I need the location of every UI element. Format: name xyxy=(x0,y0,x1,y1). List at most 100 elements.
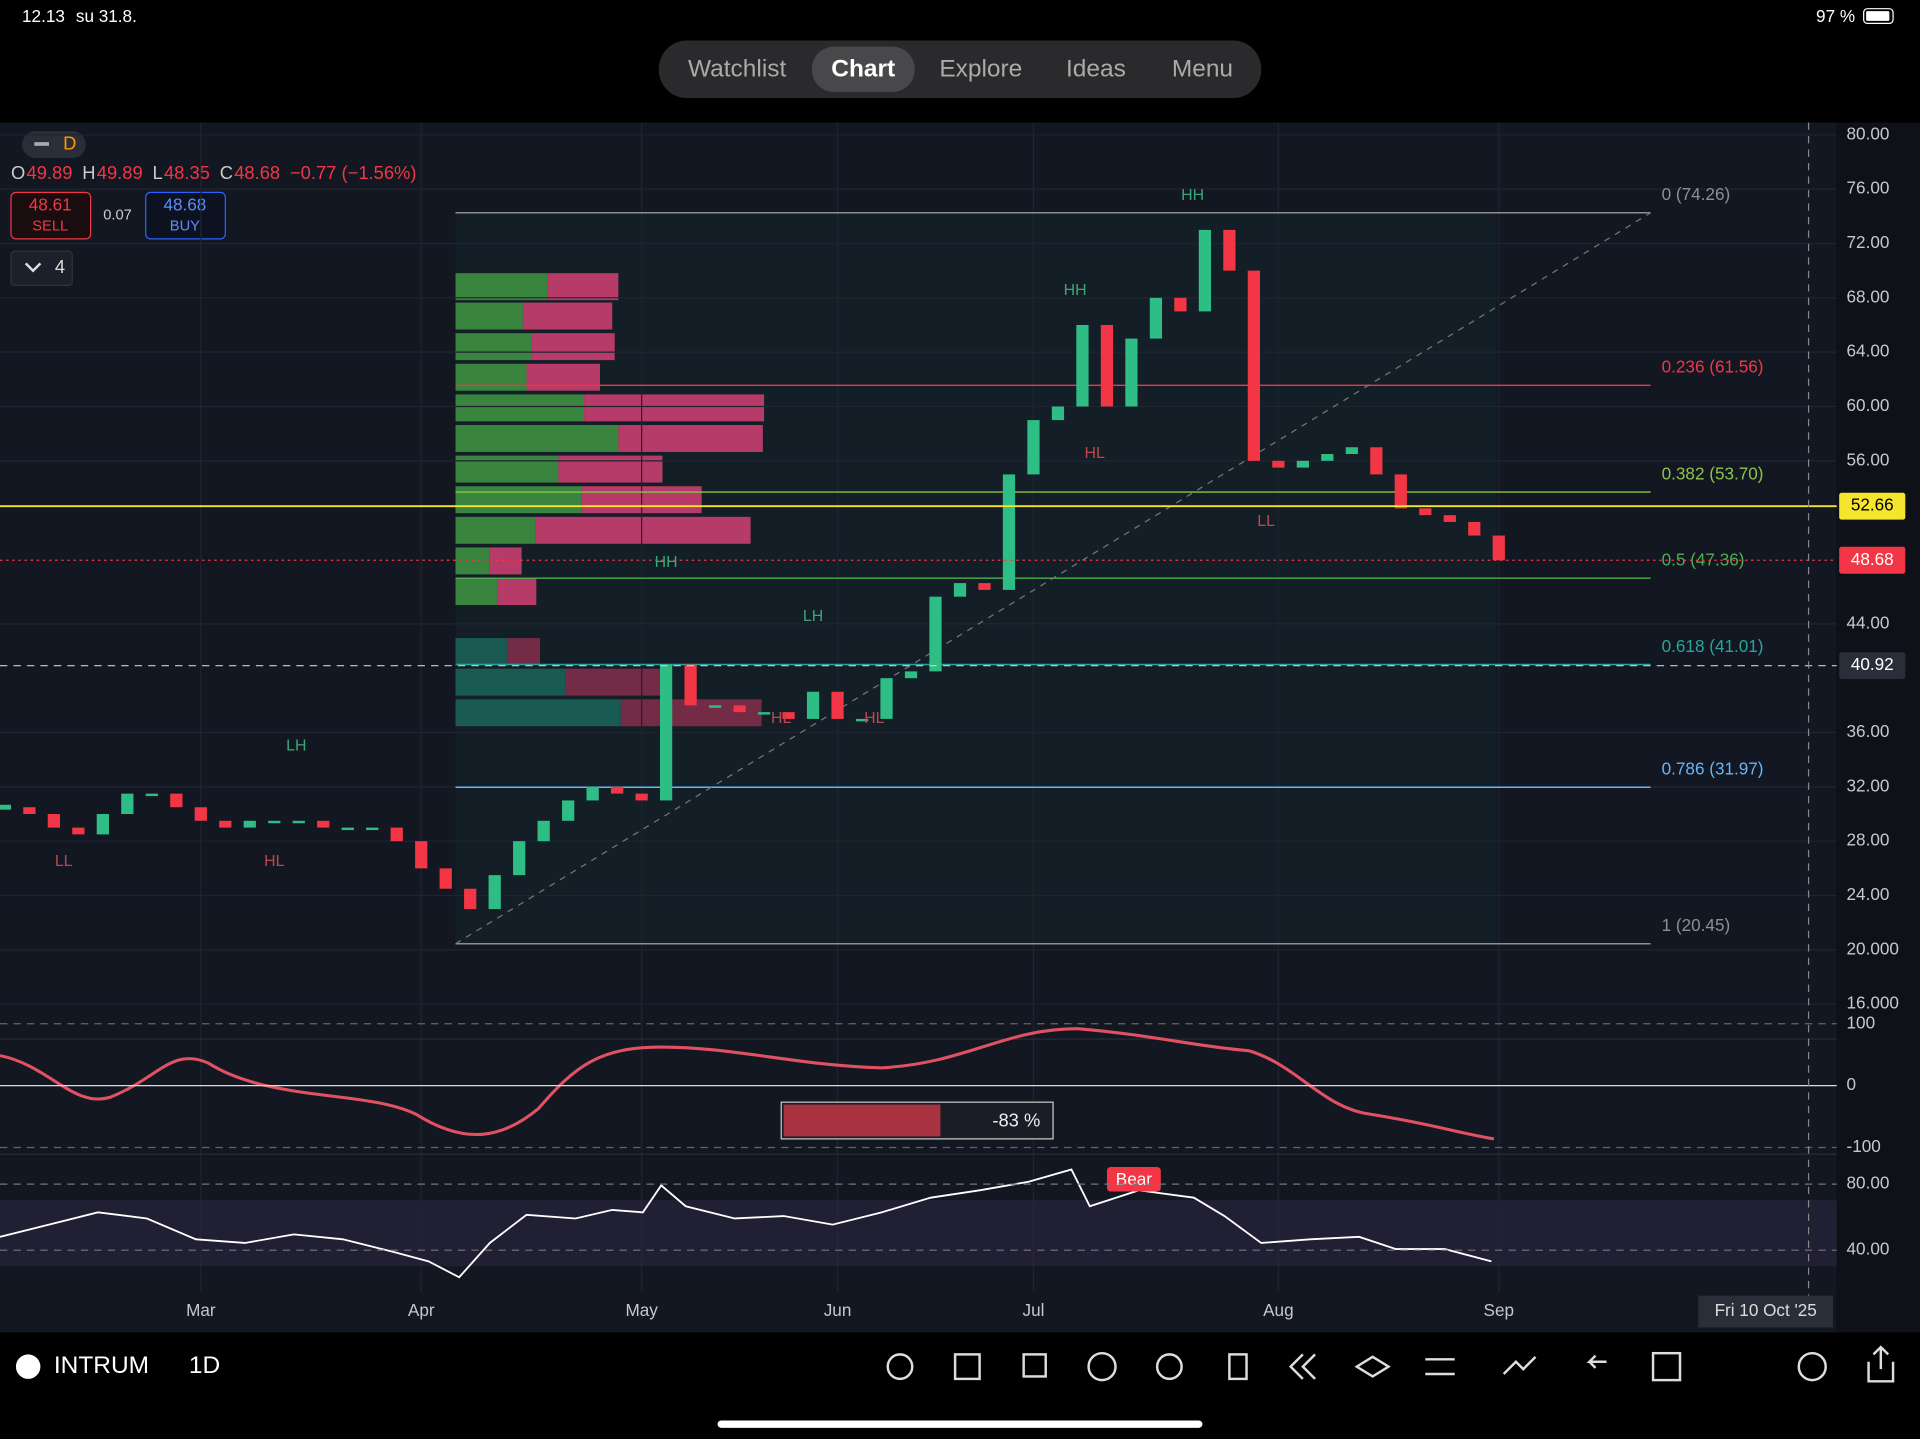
vp-bar xyxy=(455,516,536,544)
tool-icon[interactable] xyxy=(1022,1353,1047,1378)
candle xyxy=(464,888,477,910)
tool-icon[interactable] xyxy=(1288,1353,1316,1380)
rsi-tick-label: 40.00 xyxy=(1847,1239,1890,1259)
candle xyxy=(831,691,844,719)
tool-icon[interactable] xyxy=(1797,1351,1827,1382)
tool-icon[interactable] xyxy=(1425,1358,1455,1376)
status-time: 12.13 xyxy=(22,6,65,26)
candle xyxy=(757,712,771,715)
pattern-label: HL xyxy=(264,853,284,870)
timeframe[interactable]: 1D xyxy=(189,1352,220,1379)
buy-button[interactable] xyxy=(145,191,226,240)
candle xyxy=(1394,474,1407,509)
candle xyxy=(806,691,820,719)
tool-icon[interactable] xyxy=(1586,1354,1607,1369)
tab[interactable]: Ideas xyxy=(1066,55,1126,82)
tool-icon[interactable] xyxy=(1228,1353,1248,1381)
tool-icon[interactable] xyxy=(886,1353,914,1381)
tool-icon[interactable] xyxy=(1651,1351,1682,1382)
pattern-label: HL xyxy=(864,710,884,727)
oscillator-tick-label: 0 xyxy=(1847,1074,1857,1094)
candle xyxy=(1492,535,1505,561)
candle xyxy=(439,868,452,889)
sell-button[interactable] xyxy=(10,191,92,240)
buy-price: 48.68 xyxy=(163,194,206,214)
tab[interactable]: Menu xyxy=(1172,55,1233,82)
x-tick-label: May xyxy=(625,1300,658,1320)
vp-bar xyxy=(506,638,540,666)
symbol[interactable]: INTRUM xyxy=(54,1352,149,1379)
battery-fill xyxy=(1866,11,1890,21)
candle xyxy=(880,678,893,719)
vp-bar xyxy=(565,668,664,696)
tool-icon[interactable] xyxy=(1087,1351,1117,1382)
y-tick-label: 32.00 xyxy=(1847,775,1890,795)
rsi-line xyxy=(0,1168,1492,1279)
tool-icon[interactable] xyxy=(1155,1353,1183,1381)
ohlc-key: H xyxy=(82,162,95,183)
vp-bar xyxy=(455,302,523,330)
candle xyxy=(268,820,281,824)
candle xyxy=(1051,406,1065,421)
candle xyxy=(733,705,746,713)
candle xyxy=(366,827,379,831)
candle xyxy=(978,583,991,590)
rsi-tick-label: 80.00 xyxy=(1847,1173,1890,1193)
pattern-label: HL xyxy=(1085,445,1105,462)
candle xyxy=(660,664,673,801)
y-tick-label: 68.00 xyxy=(1847,286,1890,306)
price-tag xyxy=(1839,546,1906,574)
vp-bar xyxy=(558,455,663,483)
tab[interactable]: Watchlist xyxy=(688,55,787,82)
vp-bar xyxy=(455,333,532,361)
tool-icon[interactable] xyxy=(1354,1355,1391,1378)
fib-label: 0.618 (41.01) xyxy=(1662,636,1764,656)
candle xyxy=(1002,474,1016,590)
x-tick-label: Jul xyxy=(1023,1300,1045,1320)
interval-pill[interactable] xyxy=(22,131,86,159)
ohlc-value: 48.68 xyxy=(234,162,280,183)
tool-icon[interactable] xyxy=(1867,1345,1895,1383)
candle xyxy=(1272,460,1285,468)
candle xyxy=(1247,270,1260,461)
candle xyxy=(537,820,550,842)
battery-icon xyxy=(1863,8,1894,24)
tool-icon[interactable] xyxy=(953,1353,981,1381)
vp-bar xyxy=(455,547,490,575)
candle xyxy=(292,820,305,824)
panel-divider xyxy=(0,1153,1837,1155)
candle xyxy=(855,718,869,722)
y-tick-label: 36.00 xyxy=(1847,721,1890,741)
pattern-label: LL xyxy=(1257,513,1275,530)
candle xyxy=(513,841,526,876)
pattern-label: HH xyxy=(1064,282,1087,299)
vp-bar xyxy=(455,425,619,452)
interval: D xyxy=(63,132,76,153)
y-tick-label: 64.00 xyxy=(1847,341,1890,361)
sell-label: SELL xyxy=(32,219,68,235)
vp-bar xyxy=(522,302,613,330)
tab[interactable]: Explore xyxy=(939,55,1022,82)
indicators-toggle[interactable] xyxy=(10,250,73,287)
oscillator-line xyxy=(0,1027,1495,1141)
candle xyxy=(1443,515,1456,522)
tool-icon[interactable] xyxy=(1502,1355,1537,1375)
y-tick-label: 24.00 xyxy=(1847,884,1890,904)
candle xyxy=(72,827,85,835)
oscillator-readout: -83 % xyxy=(992,1110,1040,1131)
candle xyxy=(194,807,207,821)
fib-label: 0.236 (61.56) xyxy=(1662,357,1764,377)
ohlc-key: O xyxy=(11,162,25,183)
candle xyxy=(708,705,722,708)
candle xyxy=(1321,454,1334,461)
pattern-label: LH xyxy=(286,737,306,754)
candle xyxy=(415,841,428,869)
candle xyxy=(219,820,232,828)
candle xyxy=(1468,521,1481,536)
tab[interactable]: Chart xyxy=(831,55,895,82)
sell-price: 48.61 xyxy=(29,194,72,214)
y-tick-label: 28.00 xyxy=(1847,830,1890,850)
candle xyxy=(1198,229,1212,312)
candle xyxy=(904,671,918,679)
